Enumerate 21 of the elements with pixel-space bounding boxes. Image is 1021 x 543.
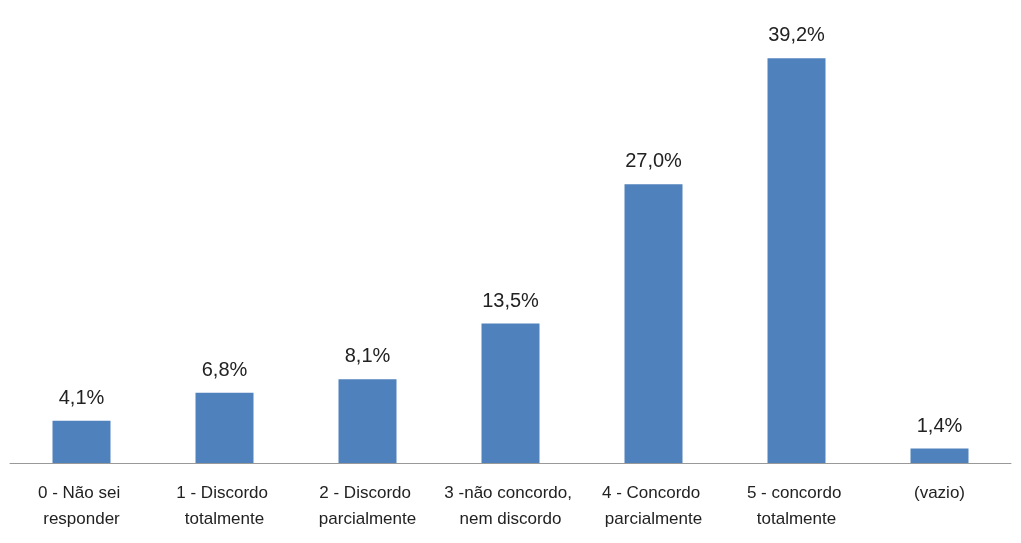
data-label: 27,0% [625, 149, 683, 172]
data-label: 6,8% [201, 357, 248, 380]
bar [481, 323, 540, 463]
x-tick-label: (vazio) [913, 482, 966, 502]
bar [624, 184, 683, 463]
data-label: 39,2% [768, 23, 826, 46]
bar [52, 420, 111, 463]
x-tick-label: 3 -não concordo, nem discordo [444, 482, 577, 528]
bar [767, 58, 826, 463]
bar [338, 379, 397, 463]
data-label: 1,4% [916, 413, 963, 436]
x-tick-label: 1 - Discordo totalmente [176, 482, 273, 528]
bar [195, 392, 254, 463]
data-label: 4,1% [58, 385, 105, 408]
x-tick-label: 2 - Discordo parcialmente [318, 482, 417, 528]
bar [910, 448, 969, 463]
x-tick-label: 4 - Concordo parcialmente [602, 482, 705, 528]
x-tick-label: 0 - Não sei responder [38, 482, 125, 528]
data-label: 13,5% [482, 288, 540, 311]
x-tick-label: 5 - concordo totalmente [746, 482, 847, 528]
data-label: 8,1% [344, 344, 391, 367]
